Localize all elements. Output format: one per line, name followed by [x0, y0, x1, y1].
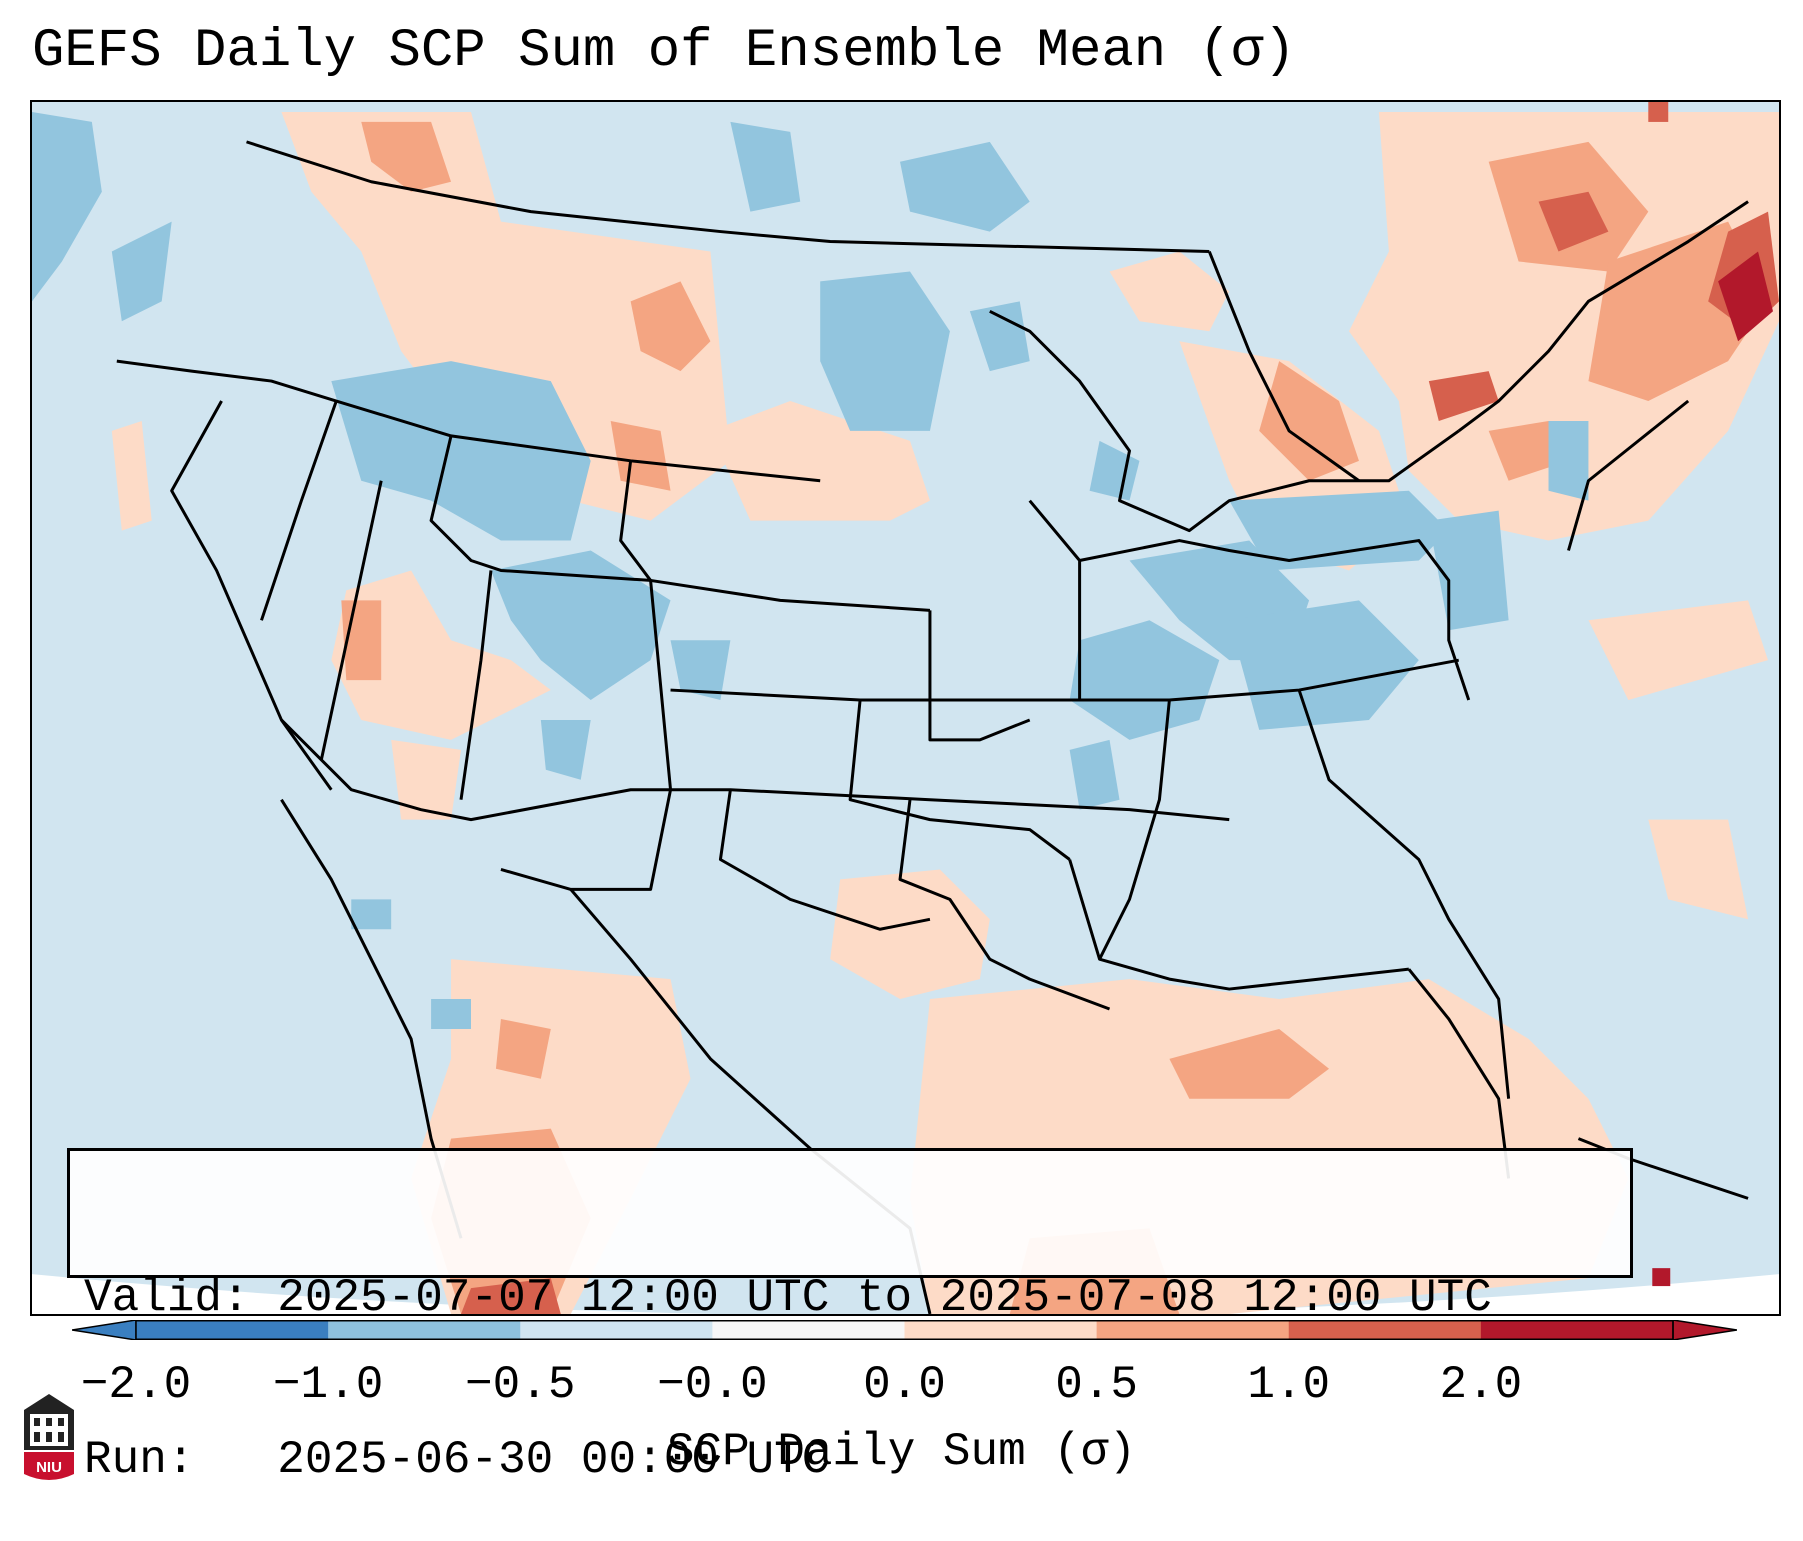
scp-anomaly-map [32, 102, 1779, 1314]
colorbar-tick-label: 0.5 [1055, 1359, 1139, 1411]
colorbar-tick-label: −0.0 [657, 1359, 768, 1411]
colorbar-label: SCP Daily Sum (σ) [666, 1426, 1137, 1478]
colorbar [72, 1320, 1737, 1340]
colorbar-svg [72, 1320, 1737, 1340]
negative-anomaly-regions [32, 111, 1589, 1029]
colorbar-segment [712, 1320, 905, 1340]
colorbar-tick-label: −2.0 [80, 1359, 192, 1411]
colorbar-outline [135, 1320, 1674, 1340]
valid-run-info-box: Valid: 2025-07-07 12:00 UTC to 2025-07-0… [67, 1148, 1633, 1486]
colorbar-tick-label: −0.5 [465, 1359, 576, 1411]
colorbar-segment [136, 1320, 329, 1340]
colorbar-tick-label: −1.0 [272, 1359, 384, 1411]
valid-time-text: Valid: 2025-07-07 12:00 UTC to 2025-07-0… [84, 1272, 1492, 1324]
colorbar-tick-label: 0.0 [863, 1359, 946, 1411]
colorbar-segment [1096, 1320, 1290, 1340]
niu-seal-icon: NIU [20, 1390, 78, 1486]
colorbar-segment [328, 1320, 521, 1340]
colorbar-segment [1480, 1320, 1674, 1340]
colorbar-tick-label: 2.0 [1439, 1359, 1523, 1411]
logo-text: NIU [36, 1459, 62, 1476]
logo-svg: NIU [24, 1394, 74, 1480]
colorbar-segment [1288, 1320, 1482, 1340]
peak-anomaly-region [1718, 251, 1774, 342]
colorbar-segment [520, 1320, 713, 1340]
colorbar-extend-low [72, 1320, 137, 1340]
colorbar-extend-high [1672, 1320, 1737, 1340]
outside-domain [32, 1274, 1779, 1314]
map-panel [30, 100, 1781, 1316]
peak-anomaly-cell [1652, 1268, 1671, 1287]
run-time-text: Run: 2025-06-30 00:00 UTC [84, 1434, 830, 1486]
colorbar-segment [904, 1320, 1098, 1340]
map-title: GEFS Daily SCP Sum of Ensemble Mean (σ) [32, 21, 1296, 82]
colorbar-tick-label: 1.0 [1247, 1359, 1331, 1411]
